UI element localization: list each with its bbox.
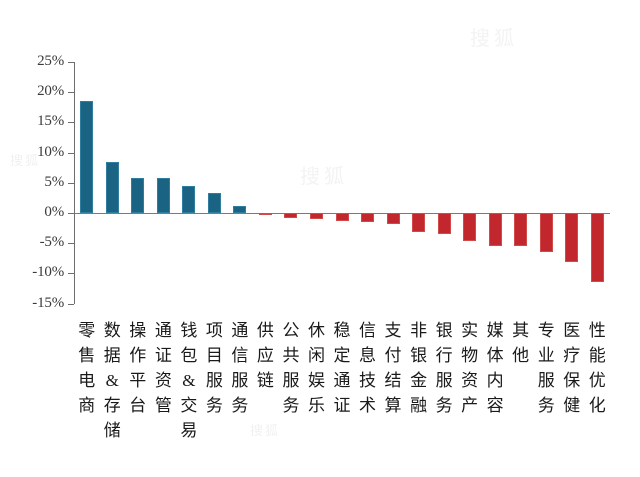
bar	[437, 213, 451, 234]
bar	[514, 213, 528, 247]
x-axis-label: 休闲娱乐	[307, 321, 325, 415]
y-axis-line	[74, 62, 75, 304]
x-axis-label: 钱包 & 交易	[180, 321, 198, 440]
bar	[80, 101, 94, 213]
y-tick-mark	[68, 62, 74, 63]
y-tick-label: 10%	[37, 143, 64, 160]
y-tick-mark	[68, 122, 74, 124]
y-tick-mark	[68, 273, 74, 275]
x-axis-label: 非银金融	[410, 321, 428, 415]
x-axis-label: 其他	[512, 321, 530, 365]
bar	[335, 213, 349, 221]
x-axis-label: 专业服务	[537, 321, 555, 415]
x-axis-label: 媒体内容	[486, 321, 504, 415]
bar	[233, 205, 247, 213]
bar	[105, 162, 119, 213]
x-axis-labels: 零售电商数据 & 存储操作平台通证资管钱包 & 交易项目服务通信服务供应链公共服务休闲娱…	[74, 318, 610, 468]
x-axis-label: 性能优化	[588, 321, 606, 415]
x-axis-label: 银行服务	[435, 321, 453, 415]
x-axis-label: 稳定通证	[333, 321, 351, 415]
bar	[182, 185, 196, 213]
bar	[156, 177, 170, 213]
x-axis-label: 支付结算	[384, 321, 402, 415]
y-tick-mark	[68, 92, 74, 94]
bar	[309, 213, 323, 220]
y-tick-label: -15%	[32, 294, 64, 311]
x-axis-label: 医疗保健	[563, 321, 581, 415]
x-axis-label: 项目服务	[205, 321, 223, 415]
x-axis-label: 信息技术	[359, 321, 377, 415]
x-axis-label: 零售电商	[78, 321, 96, 415]
bar	[463, 213, 477, 241]
bar	[284, 213, 298, 219]
bar	[386, 213, 400, 225]
y-tick-label: -5%	[39, 234, 65, 251]
y-tick-label: 0%	[44, 204, 64, 220]
y-tick-label: 25%	[37, 53, 64, 69]
x-axis-label: 通证资管	[154, 321, 172, 415]
bar	[131, 177, 145, 213]
y-tick-label: 20%	[37, 83, 64, 100]
bar	[207, 193, 221, 213]
y-tick-label: -10%	[32, 264, 64, 281]
x-axis-label: 实物资产	[461, 321, 479, 415]
bar	[412, 213, 426, 233]
x-axis-label: 操作平台	[129, 321, 147, 415]
y-tick-mark	[68, 182, 74, 184]
x-axis-label: 公共服务	[282, 321, 300, 415]
y-tick-mark	[68, 213, 74, 214]
x-axis-label: 供应链	[256, 321, 274, 390]
y-tick-label: 15%	[37, 113, 64, 130]
bar	[488, 213, 502, 246]
y-tick-label: 5%	[44, 173, 64, 190]
x-axis-label: 数据 & 存储	[103, 321, 121, 440]
y-tick-mark	[68, 303, 74, 305]
bar	[361, 213, 375, 223]
bar-series	[74, 0, 610, 477]
bar	[258, 213, 272, 215]
y-tick-mark	[68, 152, 74, 154]
x-axis-label: 通信服务	[231, 321, 249, 415]
bar	[590, 213, 604, 282]
bar	[539, 213, 553, 253]
y-tick-mark	[68, 243, 74, 245]
bar	[565, 213, 579, 262]
